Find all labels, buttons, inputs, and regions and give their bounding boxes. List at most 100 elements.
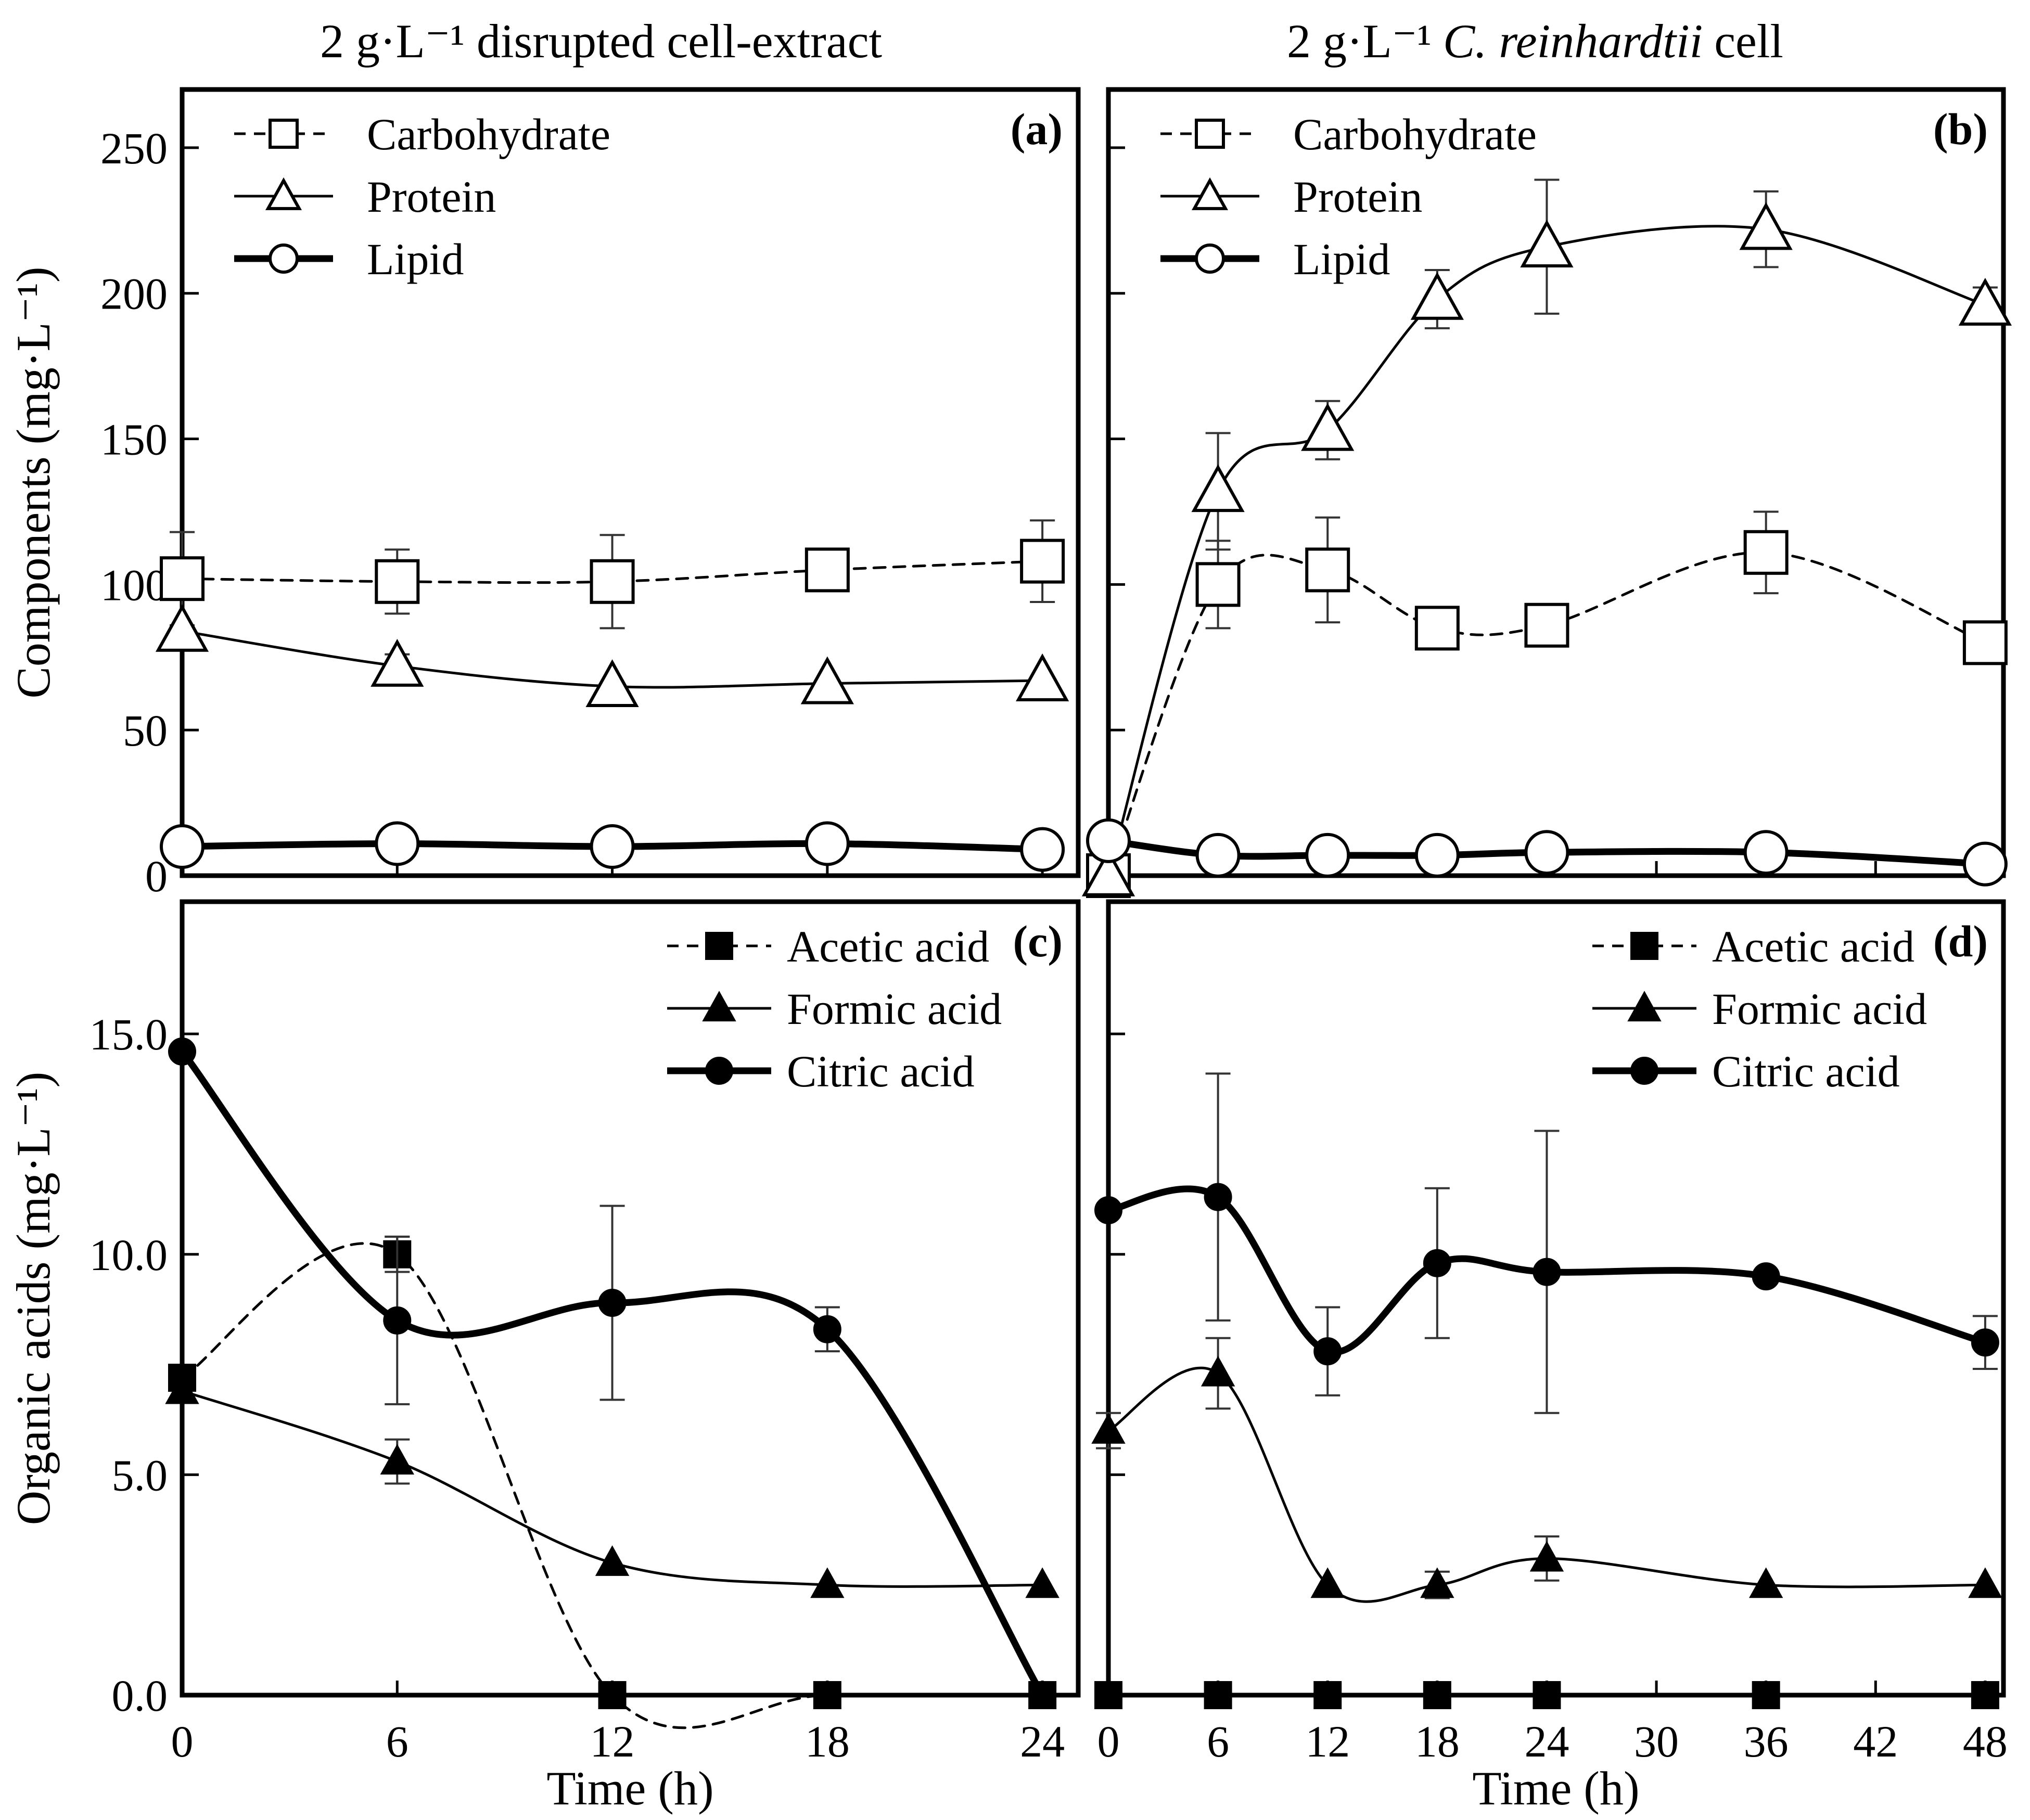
data-point-marker xyxy=(800,656,854,704)
data-point-marker xyxy=(810,1567,845,1598)
data-point-marker xyxy=(805,547,850,593)
data-point-marker xyxy=(1094,1196,1122,1225)
panel-label: (b) xyxy=(1933,104,1988,154)
y-tick-label: 250 xyxy=(100,123,168,173)
panel-c-organic-acids-extract: 0.0 5.0 10.0 15.0 0 6 12 18 24 Organic acids (mg·… xyxy=(7,899,1081,1815)
legend-marker xyxy=(1630,1057,1658,1085)
data-point-marker xyxy=(383,1306,412,1335)
data-point-marker xyxy=(1529,1541,1564,1572)
panel-a-frame xyxy=(180,87,1081,878)
data-point-marker xyxy=(585,659,639,708)
legend-label: Protein xyxy=(1293,172,1422,222)
legend-label: Citric acid xyxy=(787,1046,975,1096)
data-point-marker xyxy=(1091,1413,1126,1444)
data-point-marker xyxy=(1305,832,1350,878)
data-point-marker xyxy=(1094,1681,1122,1709)
x-tick-label: 30 xyxy=(1634,1716,1679,1766)
data-point-marker xyxy=(1958,277,2012,326)
legend: Carbohydrate Protein Lipid xyxy=(1160,109,1537,284)
x-tick-label: 12 xyxy=(590,1716,635,1766)
series-formic-acid xyxy=(1091,1337,2002,1603)
legend-marker xyxy=(1627,991,1662,1022)
data-point-marker xyxy=(1191,464,1245,512)
legend: Acetic acid Formic acid Citric acid xyxy=(1592,921,1927,1096)
legend-marker xyxy=(269,119,299,149)
legend-marker xyxy=(705,932,733,960)
series-citric-acid xyxy=(168,1037,1057,1709)
legend-label: Carbohydrate xyxy=(367,109,610,159)
panel-label: (d) xyxy=(1933,916,1988,966)
x-tick-label: 48 xyxy=(1963,1716,2008,1766)
x-tick-label: 0 xyxy=(171,1716,194,1766)
legend-label: Acetic acid xyxy=(787,921,989,971)
data-point-marker xyxy=(1533,1681,1561,1709)
legend-label: Lipid xyxy=(1293,234,1390,284)
panel-b-components-cell: (b) Carbohydrate Protein Lipid xyxy=(1081,87,2012,898)
x-axis-label: Time (h) xyxy=(1472,1762,1639,1815)
data-point-marker xyxy=(1195,562,1241,607)
data-point-marker xyxy=(1204,1183,1232,1211)
data-point-marker xyxy=(813,1681,841,1709)
data-point-marker xyxy=(1423,1249,1451,1277)
data-point-marker xyxy=(1204,1681,1232,1709)
x-tick-label: 36 xyxy=(1744,1716,1789,1766)
x-tick-label: 18 xyxy=(805,1716,850,1766)
data-point-marker xyxy=(1971,1681,1999,1709)
data-point-marker xyxy=(1968,1567,2002,1598)
data-point-marker xyxy=(1195,832,1241,878)
x-tick-label: 18 xyxy=(1415,1716,1460,1766)
y-tick-label: 10.0 xyxy=(90,1230,168,1280)
data-point-marker xyxy=(590,824,635,869)
series-formic-acid xyxy=(165,1373,1059,1598)
legend-marker xyxy=(1195,243,1225,274)
y-tick-label: 5.0 xyxy=(112,1450,168,1500)
legend-marker xyxy=(705,1057,733,1085)
data-point-marker xyxy=(1739,202,1793,250)
data-point-marker xyxy=(155,604,209,652)
legend-label: Acetic acid xyxy=(1712,921,1914,971)
data-point-marker xyxy=(1410,272,1464,320)
legend-label: Citric acid xyxy=(1712,1046,1900,1096)
right-title-suffix: cell xyxy=(1714,15,1783,68)
legend-marker xyxy=(1630,932,1658,960)
data-point-marker xyxy=(1743,830,1789,875)
data-point-marker xyxy=(1533,1258,1561,1286)
data-point-marker xyxy=(1743,530,1789,575)
data-point-marker xyxy=(1081,848,1135,896)
legend-marker xyxy=(269,243,299,274)
x-tick-label: 24 xyxy=(1020,1716,1065,1766)
legend: Acetic acid Formic acid Citric acid xyxy=(667,921,1002,1096)
data-point-marker xyxy=(1301,403,1355,451)
y-tick-label: 15.0 xyxy=(90,1009,168,1059)
data-point-marker xyxy=(813,1315,841,1343)
right-title-species: C. reinhardtii xyxy=(1443,15,1703,68)
panel-d-organic-acids-cell: 0 6 12 18 24 30 36 42 48 Time (h) (d) Acetic acid Fo… xyxy=(1091,899,2008,1815)
data-point-marker xyxy=(1414,832,1460,878)
legend-label: Lipid xyxy=(367,234,464,284)
data-point-marker xyxy=(1201,1355,1235,1387)
data-point-marker xyxy=(1313,1337,1342,1366)
x-tick-label: 24 xyxy=(1524,1716,1569,1766)
data-point-marker xyxy=(371,638,424,687)
data-point-marker xyxy=(1962,620,2008,665)
data-point-marker xyxy=(1524,830,1569,875)
data-point-marker xyxy=(1520,220,1574,267)
data-point-marker xyxy=(805,821,850,866)
data-point-marker xyxy=(160,824,205,869)
data-point-marker xyxy=(1086,818,1131,863)
data-point-marker xyxy=(1020,827,1065,872)
legend-label: Formic acid xyxy=(787,984,1002,1034)
x-tick-label: 0 xyxy=(1097,1716,1120,1766)
series-line xyxy=(181,560,1044,584)
series-line xyxy=(1107,225,1987,877)
data-point-marker xyxy=(1524,603,1569,648)
data-point-marker xyxy=(1420,1567,1454,1598)
y-tick-label: 0.0 xyxy=(112,1671,168,1721)
y-tick-label: 50 xyxy=(123,706,168,755)
series-citric-acid xyxy=(1094,1072,1999,1414)
y-tick-label: 200 xyxy=(100,269,168,319)
data-point-marker xyxy=(1028,1681,1057,1709)
series-acetic-acid xyxy=(1094,1681,1999,1709)
x-tick-label: 6 xyxy=(1207,1716,1229,1766)
